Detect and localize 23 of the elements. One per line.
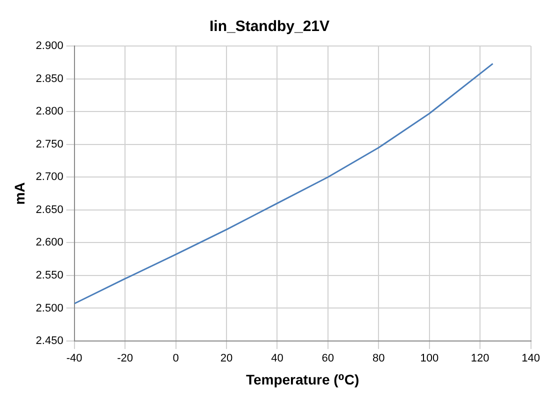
chart-title: Iin_Standby_21V (209, 18, 330, 36)
x-tick-label: 100 (420, 352, 439, 365)
x-axis-title: Temperature (⁰C) (246, 371, 360, 388)
x-tick-label: 40 (271, 352, 284, 365)
y-tick-label: 2.750 (36, 138, 64, 150)
y-axis-title: mA (11, 182, 28, 205)
x-tick-label: 0 (172, 352, 179, 365)
x-tick-label: 80 (372, 352, 385, 365)
y-tick-label: 2.900 (36, 40, 64, 52)
x-tick-label: 120 (470, 352, 490, 365)
y-tick-label: 2.500 (36, 302, 64, 314)
x-tick-label: -40 (66, 352, 82, 365)
y-tick-label: 2.700 (36, 171, 64, 184)
x-tick-label: 60 (322, 352, 334, 365)
y-tick-label: 2.550 (36, 269, 64, 282)
y-tick-label: 2.450 (36, 335, 64, 348)
x-tick-label: 20 (220, 352, 233, 365)
y-tick-label: 2.800 (36, 106, 64, 118)
y-tick-label: 2.650 (36, 204, 64, 216)
x-tick-label: 140 (522, 352, 540, 365)
x-tick-label: -20 (117, 352, 133, 365)
y-tick-label: 2.850 (36, 72, 64, 85)
y-tick-label: 2.600 (36, 236, 64, 249)
